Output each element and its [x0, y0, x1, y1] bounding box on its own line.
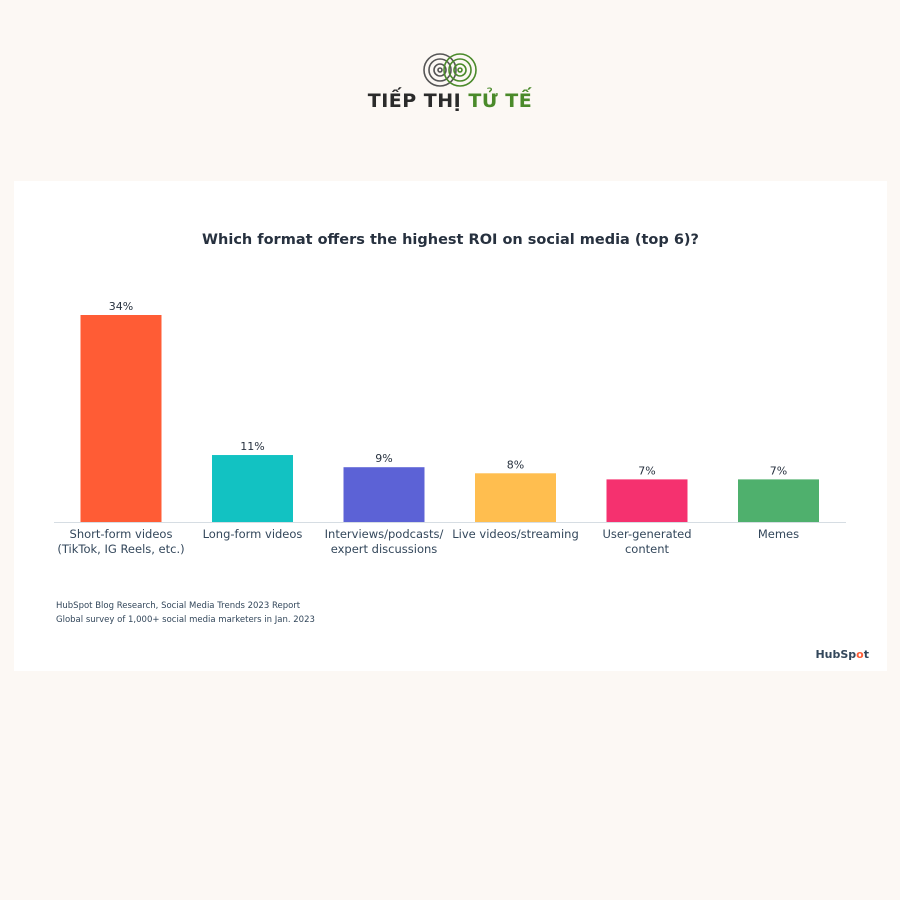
value-label-1: 11% [240, 440, 264, 453]
value-label-4: 7% [638, 464, 655, 477]
category-label-0-0: Short-form videos [70, 527, 173, 541]
value-label-0: 34% [109, 300, 133, 313]
hubspot-logo: HubSpot [815, 648, 869, 661]
bar-chart: 34% Short-form videos(TikTok, IG Reels, e… [54, 300, 846, 556]
category-label-0-1: (TikTok, IG Reels, etc.) [57, 542, 184, 556]
value-label-5: 7% [770, 464, 787, 477]
hubspot-logo-dot: o [856, 648, 864, 661]
category-label-4-0: User-generated [602, 527, 691, 541]
category-label-2-1: expert discussions [331, 542, 438, 556]
brand-header: TIẾP THỊ TỬ TẾ [0, 52, 900, 112]
value-label-2: 9% [375, 452, 392, 465]
category-label-2-0: Interviews/podcasts/ [325, 527, 444, 541]
brand-name-main: TIẾP THỊ [367, 90, 469, 112]
brand-name: TIẾP THỊ TỬ TẾ [0, 90, 900, 112]
bar-5 [738, 479, 819, 522]
concentric-circles-logo-icon [423, 53, 477, 87]
source-line-2: Global survey of 1,000+ social media mar… [56, 615, 315, 625]
brand-name-accent: TỬ TẾ [468, 90, 533, 112]
source-line-1: HubSpot Blog Research, Social Media Tren… [56, 601, 301, 611]
bar-4 [606, 479, 688, 522]
chart-card: Which format offers the highest ROI on s… [14, 181, 887, 671]
bar-3 [475, 473, 556, 522]
category-label-4-1: content [625, 542, 670, 556]
source-note: HubSpot Blog Research, Social Media Tren… [56, 599, 315, 627]
bar-0 [80, 315, 162, 522]
value-label-3: 8% [507, 458, 524, 471]
bar-2 [343, 467, 425, 522]
category-label-3-0: Live videos/streaming [452, 527, 579, 541]
hubspot-logo-b: t [863, 648, 869, 661]
bar-1 [212, 455, 293, 522]
category-label-5-0: Memes [758, 527, 799, 541]
chart-title: Which format offers the highest ROI on s… [202, 232, 699, 248]
category-label-1-0: Long-form videos [203, 527, 303, 541]
hubspot-logo-a: HubSp [815, 648, 857, 661]
